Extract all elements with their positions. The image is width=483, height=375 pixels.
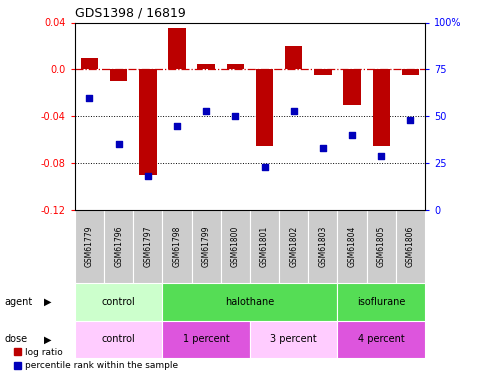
Text: GSM61802: GSM61802 (289, 226, 298, 267)
Bar (402, 69, 419, 75)
Bar (221, 210, 250, 283)
Text: GSM61804: GSM61804 (348, 226, 356, 267)
Bar (372, 69, 390, 146)
Bar (256, 69, 273, 146)
Text: GSM61805: GSM61805 (377, 226, 386, 267)
Bar (104, 210, 133, 283)
Bar (75, 321, 162, 358)
Bar (338, 321, 425, 358)
Bar (162, 283, 338, 321)
Text: 1 percent: 1 percent (183, 334, 229, 344)
Bar (250, 321, 338, 358)
Bar (75, 283, 162, 321)
Bar (343, 69, 361, 105)
Bar (139, 69, 156, 175)
Text: GSM61801: GSM61801 (260, 226, 269, 267)
Bar (338, 210, 367, 283)
Text: halothane: halothane (226, 297, 274, 307)
Point (290, 108, 298, 114)
Bar (162, 321, 250, 358)
Bar (168, 28, 186, 69)
Text: GSM61806: GSM61806 (406, 226, 415, 267)
Point (261, 164, 269, 170)
Text: agent: agent (5, 297, 33, 307)
Point (377, 153, 385, 159)
Point (348, 132, 356, 138)
Point (144, 173, 152, 179)
Text: 4 percent: 4 percent (358, 334, 405, 344)
Point (407, 117, 414, 123)
Bar (75, 210, 104, 283)
Bar (81, 58, 98, 69)
Bar (110, 69, 128, 81)
Text: ▶: ▶ (43, 334, 51, 344)
Bar (192, 210, 221, 283)
Text: GSM61797: GSM61797 (143, 226, 152, 267)
Text: ▶: ▶ (43, 297, 51, 307)
Text: GSM61803: GSM61803 (318, 226, 327, 267)
Point (173, 123, 181, 129)
Bar (162, 210, 192, 283)
Bar (367, 210, 396, 283)
Bar (314, 69, 332, 75)
Text: GSM61799: GSM61799 (202, 226, 211, 267)
Bar (308, 210, 338, 283)
Bar (338, 283, 425, 321)
Bar (198, 63, 215, 69)
Bar (227, 63, 244, 69)
Point (319, 145, 327, 151)
Text: GSM61796: GSM61796 (114, 226, 123, 267)
Point (115, 141, 123, 147)
Text: GSM61800: GSM61800 (231, 226, 240, 267)
Text: GSM61798: GSM61798 (172, 226, 182, 267)
Point (231, 113, 239, 119)
Text: control: control (102, 297, 136, 307)
Legend: log ratio, percentile rank within the sample: log ratio, percentile rank within the sa… (14, 348, 178, 370)
Bar (133, 210, 162, 283)
Text: GDS1398 / 16819: GDS1398 / 16819 (75, 7, 185, 20)
Text: 3 percent: 3 percent (270, 334, 317, 344)
Text: isoflurane: isoflurane (357, 297, 405, 307)
Bar (250, 210, 279, 283)
Text: dose: dose (5, 334, 28, 344)
Bar (279, 210, 308, 283)
Point (85, 94, 93, 100)
Bar (396, 210, 425, 283)
Point (202, 108, 210, 114)
Text: control: control (102, 334, 136, 344)
Text: GSM61779: GSM61779 (85, 226, 94, 267)
Bar (285, 46, 302, 69)
